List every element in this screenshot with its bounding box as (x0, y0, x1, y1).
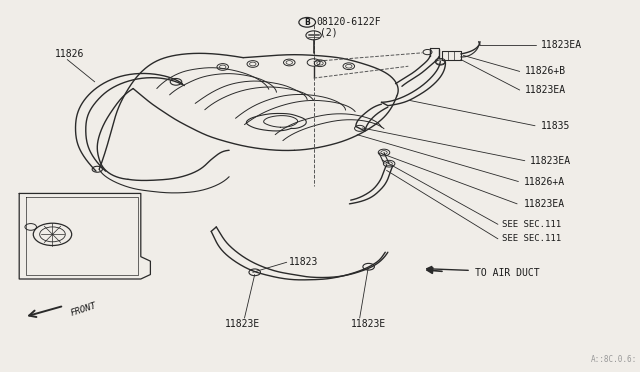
Text: 11835: 11835 (541, 121, 570, 131)
Text: (2): (2) (320, 28, 338, 38)
Text: 08120-6122F: 08120-6122F (316, 17, 381, 27)
Text: SEE SEC.111: SEE SEC.111 (502, 234, 561, 243)
Text: 11826+B: 11826+B (525, 67, 566, 76)
Text: A::8C.0.6:: A::8C.0.6: (591, 355, 637, 364)
Text: B: B (305, 18, 310, 27)
Text: 11823EA: 11823EA (530, 156, 571, 166)
Text: 11823: 11823 (289, 257, 319, 267)
Text: 11823EA: 11823EA (524, 199, 564, 209)
Text: FRONT: FRONT (69, 301, 97, 318)
Text: SEE SEC.111: SEE SEC.111 (502, 220, 561, 229)
Text: 11823EA: 11823EA (541, 41, 582, 50)
Text: 11823EA: 11823EA (525, 85, 566, 95)
Text: 11826+A: 11826+A (524, 177, 564, 186)
Text: TO AIR DUCT: TO AIR DUCT (475, 269, 540, 278)
Text: 11823E: 11823E (225, 319, 260, 328)
Text: 11826: 11826 (54, 49, 84, 58)
Text: 11823E: 11823E (351, 319, 386, 328)
